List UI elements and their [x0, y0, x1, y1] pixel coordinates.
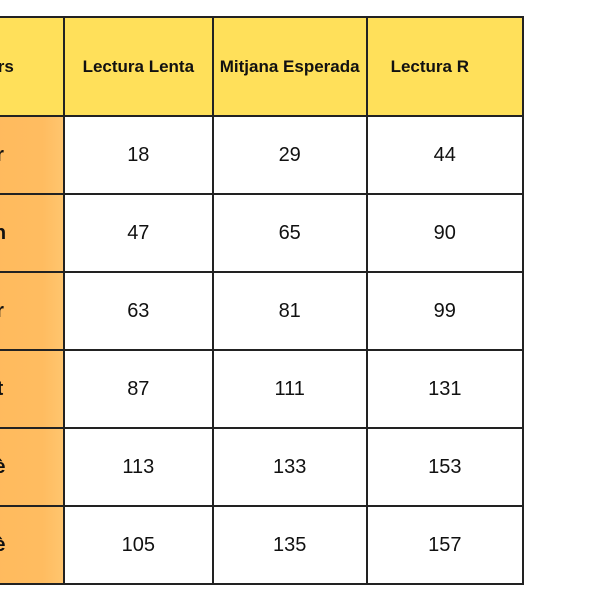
table-row: 5è113133153 — [0, 427, 525, 507]
row-label: 2n — [0, 193, 65, 273]
header-cell: Lectura R — [365, 16, 525, 117]
table-row: 2n476590 — [0, 193, 525, 273]
row-label: 5è — [0, 427, 65, 507]
table-body: 1r1829442n4765903r6381994t871111315è1131… — [0, 115, 525, 585]
cell: 113 — [62, 427, 214, 507]
cell: 47 — [62, 193, 214, 273]
cell: 157 — [365, 505, 525, 585]
table-row: 3r638199 — [0, 271, 525, 351]
cell: 135 — [211, 505, 368, 585]
cell: 90 — [365, 193, 525, 273]
cell: 65 — [211, 193, 368, 273]
cell: 81 — [211, 271, 368, 351]
cell: 44 — [365, 115, 525, 195]
cell: 87 — [62, 349, 214, 429]
header-cell: Lectura Lenta — [62, 16, 214, 117]
row-label: 4t — [0, 349, 65, 429]
header-cell: Curs — [0, 16, 65, 117]
cell: 18 — [62, 115, 214, 195]
row-label: 3r — [0, 271, 65, 351]
cell: 153 — [365, 427, 525, 507]
cell: 99 — [365, 271, 525, 351]
cell: 131 — [365, 349, 525, 429]
cell: 133 — [211, 427, 368, 507]
row-label: 6è — [0, 505, 65, 585]
table-row: 6è105135157 — [0, 505, 525, 585]
cell: 105 — [62, 505, 214, 585]
table-row: 4t87111131 — [0, 349, 525, 429]
cell: 29 — [211, 115, 368, 195]
row-label: 1r — [0, 115, 65, 195]
cell: 111 — [211, 349, 368, 429]
cell: 63 — [62, 271, 214, 351]
table-row: 1r182944 — [0, 115, 525, 195]
header-cell: Mitjana Esperada — [211, 16, 368, 117]
